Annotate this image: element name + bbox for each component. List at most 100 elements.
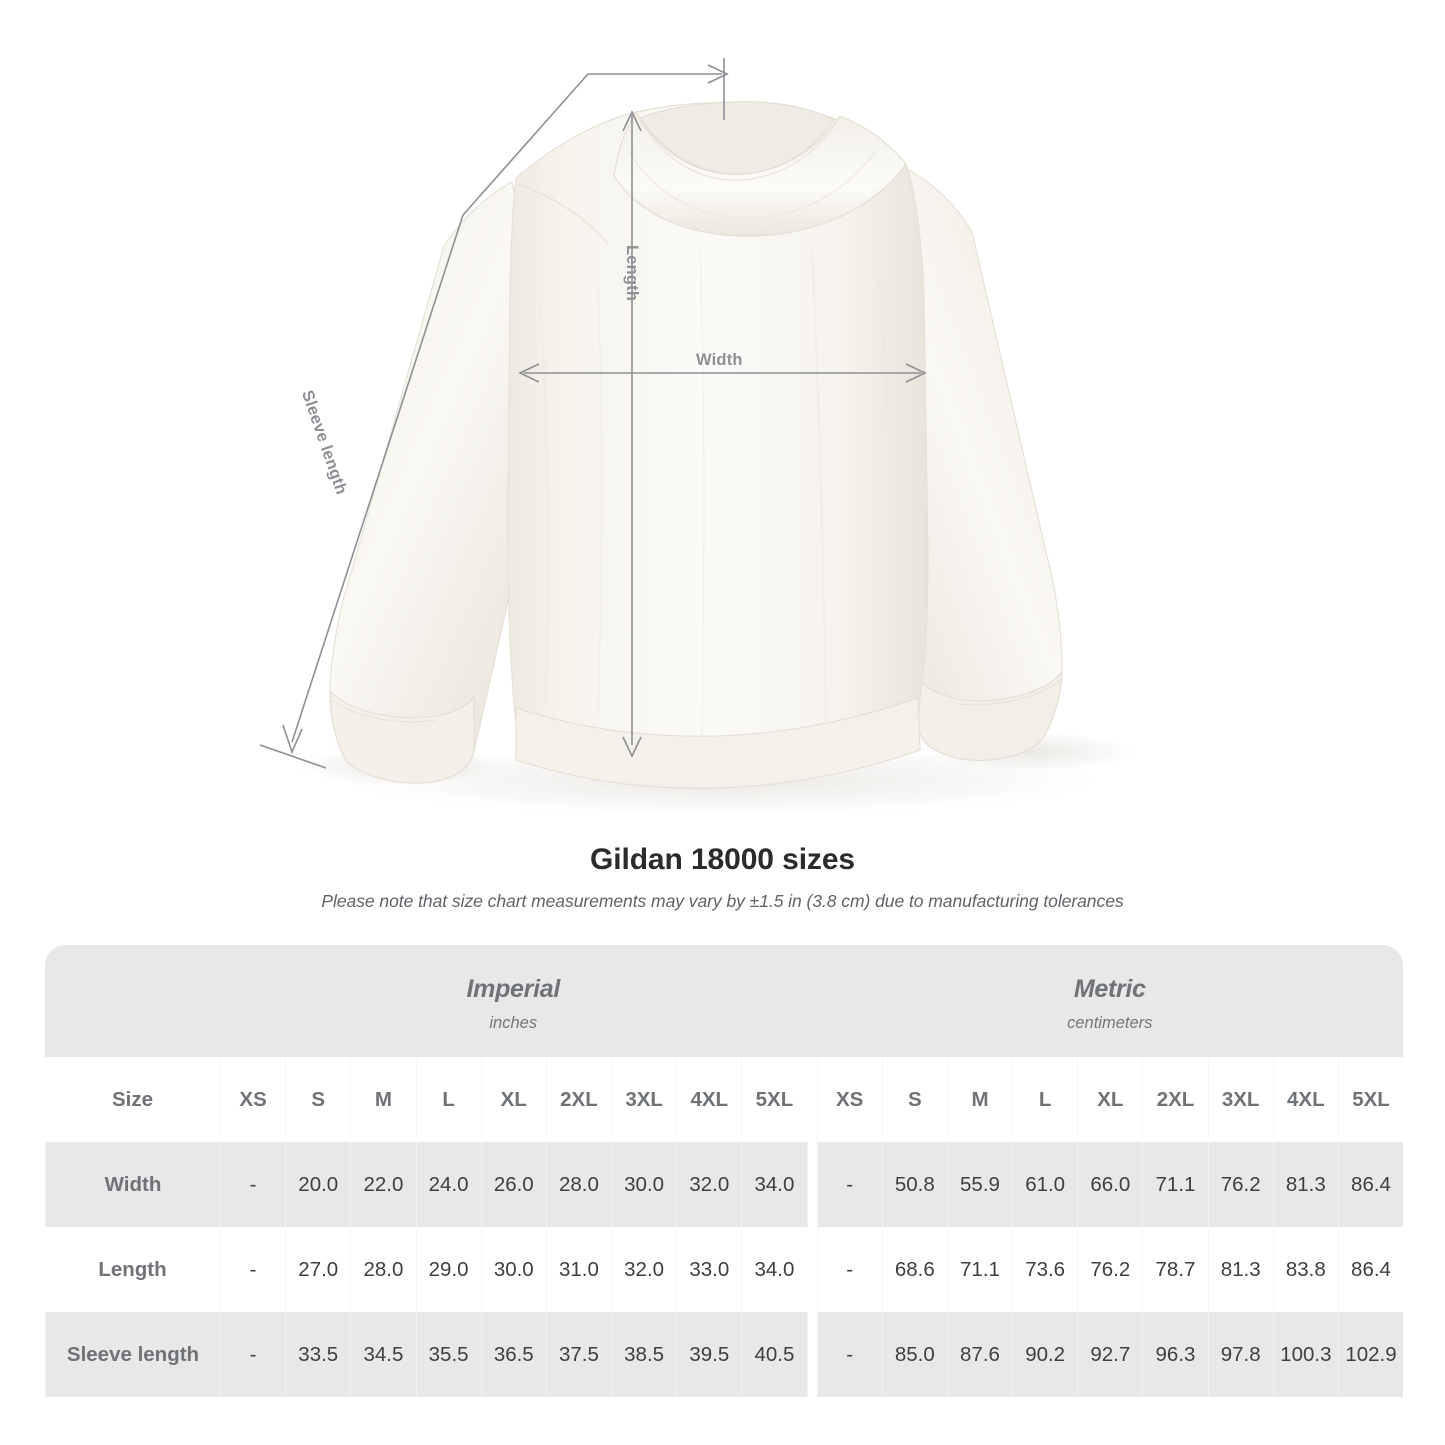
header-size-metric-2xl: 2XL: [1142, 1057, 1207, 1142]
length-metric-4xl: 83.8: [1272, 1227, 1338, 1312]
sleeve-imperial-xs: -: [220, 1312, 285, 1397]
header-size-imperial-l: L: [415, 1057, 481, 1142]
tolerance-note: Please note that size chart measurements…: [321, 891, 1124, 911]
length-imperial-xs: -: [220, 1227, 285, 1312]
sleeve-metric-4xl: 100.3: [1272, 1312, 1338, 1397]
header-size-imperial-3xl: 3XL: [611, 1057, 676, 1142]
unit-group-imperial-sub: inches: [489, 1014, 538, 1032]
length-metric-s: 68.6: [881, 1227, 947, 1312]
length-imperial-2xl: 31.0: [545, 1227, 611, 1312]
header-size-metric-xs: XS: [816, 1057, 882, 1142]
width-imperial-5xl: 34.0: [741, 1142, 806, 1227]
unit-column-separator: [806, 1312, 817, 1397]
width-metric-xl: 66.0: [1077, 1142, 1142, 1227]
length-metric-m: 71.1: [946, 1227, 1012, 1312]
header-size-metric-s: S: [881, 1057, 947, 1142]
length-imperial-3xl: 32.0: [611, 1227, 676, 1312]
title-block: Gildan 18000 sizes Please note that size…: [0, 843, 1445, 912]
header-size-imperial-s: S: [285, 1057, 350, 1142]
header-size-imperial-xs: XS: [220, 1057, 285, 1142]
width-imperial-xs: -: [220, 1142, 285, 1227]
width-imperial-l: 24.0: [415, 1142, 481, 1227]
length-imperial-l: 29.0: [415, 1227, 481, 1312]
header-size-metric-l: L: [1012, 1057, 1077, 1142]
width-imperial-3xl: 30.0: [611, 1142, 676, 1227]
length-metric-2xl: 78.7: [1142, 1227, 1207, 1312]
table-row-length: Length - 27.0 28.0 29.0 30.0 31.0 32.0 3…: [45, 1227, 1403, 1312]
sleeve-imperial-3xl: 38.5: [611, 1312, 676, 1397]
header-size-metric-m: M: [946, 1057, 1012, 1142]
sleeve-metric-m: 87.6: [946, 1312, 1012, 1397]
width-metric-5xl: 86.4: [1337, 1142, 1403, 1227]
header-size-imperial-m: M: [350, 1057, 415, 1142]
page-title: Gildan 18000 sizes: [589, 843, 856, 876]
length-metric-xl: 76.2: [1077, 1227, 1142, 1312]
sleeve-imperial-l: 35.5: [415, 1312, 481, 1397]
unit-group-metric: Metric centimeters: [817, 945, 1404, 1057]
header-size-metric-5xl: 5XL: [1337, 1057, 1403, 1142]
length-imperial-5xl: 34.0: [741, 1227, 806, 1312]
width-imperial-2xl: 28.0: [545, 1142, 611, 1227]
sleeve-metric-xl: 92.7: [1077, 1312, 1142, 1397]
row-label-length: Length: [98, 1257, 167, 1281]
length-imperial-s: 27.0: [285, 1227, 350, 1312]
width-imperial-s: 20.0: [285, 1142, 350, 1227]
width-metric-l: 61.0: [1012, 1142, 1077, 1227]
length-imperial-xl: 30.0: [480, 1227, 546, 1312]
length-metric-l: 73.6: [1012, 1227, 1077, 1312]
table-row-sleeve-length: Sleeve length - 33.5 34.5 35.5 36.5 37.5…: [45, 1312, 1403, 1397]
header-size-imperial-5xl: 5XL: [741, 1057, 806, 1142]
width-metric-2xl: 71.1: [1142, 1142, 1207, 1227]
size-chart-table: Imperial inches Metric centimeters Size …: [45, 945, 1403, 1397]
header-size-imperial-4xl: 4XL: [676, 1057, 741, 1142]
header-size-metric-4xl: 4XL: [1272, 1057, 1338, 1142]
unit-group-imperial: Imperial inches: [220, 945, 807, 1057]
width-metric-m: 55.9: [946, 1142, 1012, 1227]
length-metric-5xl: 86.4: [1337, 1227, 1403, 1312]
sleeve-imperial-s: 33.5: [285, 1312, 350, 1397]
width-imperial-xl: 26.0: [480, 1142, 546, 1227]
unit-column-separator: [806, 1057, 817, 1142]
row-label-sleeve-length: Sleeve length: [45, 1312, 220, 1397]
header-size-metric-xl: XL: [1077, 1057, 1142, 1142]
table-row-width: Width - 20.0 22.0 24.0 26.0 28.0 30.0 32…: [45, 1142, 1403, 1227]
width-imperial-m: 22.0: [350, 1142, 415, 1227]
size-header-label: Size: [111, 1087, 154, 1111]
width-metric-s: 50.8: [881, 1142, 947, 1227]
sleeve-metric-xs: -: [816, 1312, 882, 1397]
sleeve-imperial-xl: 36.5: [480, 1312, 546, 1397]
header-size-imperial-xl: XL: [480, 1057, 546, 1142]
sweatshirt-illustration-svg: [290, 101, 1140, 818]
sleeve-imperial-5xl: 40.5: [741, 1312, 806, 1397]
garment-illustration: Length Width Sleeve length: [259, 58, 1140, 818]
width-metric-3xl: 76.2: [1207, 1142, 1273, 1227]
measurement-annotations-svg: [259, 58, 927, 769]
unit-group-metric-sub: centimeters: [1067, 1014, 1153, 1032]
unit-group-imperial-name: Imperial: [466, 975, 561, 1003]
row-label-width: Width: [45, 1142, 220, 1227]
header-size-metric-3xl: 3XL: [1207, 1057, 1273, 1142]
length-metric-xs: -: [816, 1227, 882, 1312]
unit-column-separator: [806, 1142, 817, 1227]
unit-group-divider: [807, 945, 817, 1057]
unit-column-separator: [806, 1227, 817, 1312]
width-metric-xs: -: [816, 1142, 882, 1227]
width-measurement-label: Width: [696, 351, 743, 369]
length-measurement-label: Length: [623, 245, 641, 302]
sleeve-imperial-m: 34.5: [350, 1312, 415, 1397]
sleeve-metric-s: 85.0: [881, 1312, 947, 1397]
unit-band-spacer: [45, 945, 220, 1057]
sleeve-metric-3xl: 97.8: [1207, 1312, 1273, 1397]
sleeve-imperial-4xl: 39.5: [676, 1312, 741, 1397]
unit-group-metric-name: Metric: [1073, 975, 1146, 1003]
header-size-imperial-2xl: 2XL: [545, 1057, 611, 1142]
sleeve-metric-l: 90.2: [1012, 1312, 1077, 1397]
length-metric-3xl: 81.3: [1207, 1227, 1273, 1312]
sleeve-imperial-2xl: 37.5: [545, 1312, 611, 1397]
sleeve-metric-2xl: 96.3: [1142, 1312, 1207, 1397]
width-metric-4xl: 81.3: [1272, 1142, 1338, 1227]
width-imperial-4xl: 32.0: [676, 1142, 741, 1227]
table-header-row: Size XS S M L XL 2XL 3XL 4XL 5XL XS S M …: [45, 1057, 1403, 1142]
length-imperial-4xl: 33.0: [676, 1227, 741, 1312]
